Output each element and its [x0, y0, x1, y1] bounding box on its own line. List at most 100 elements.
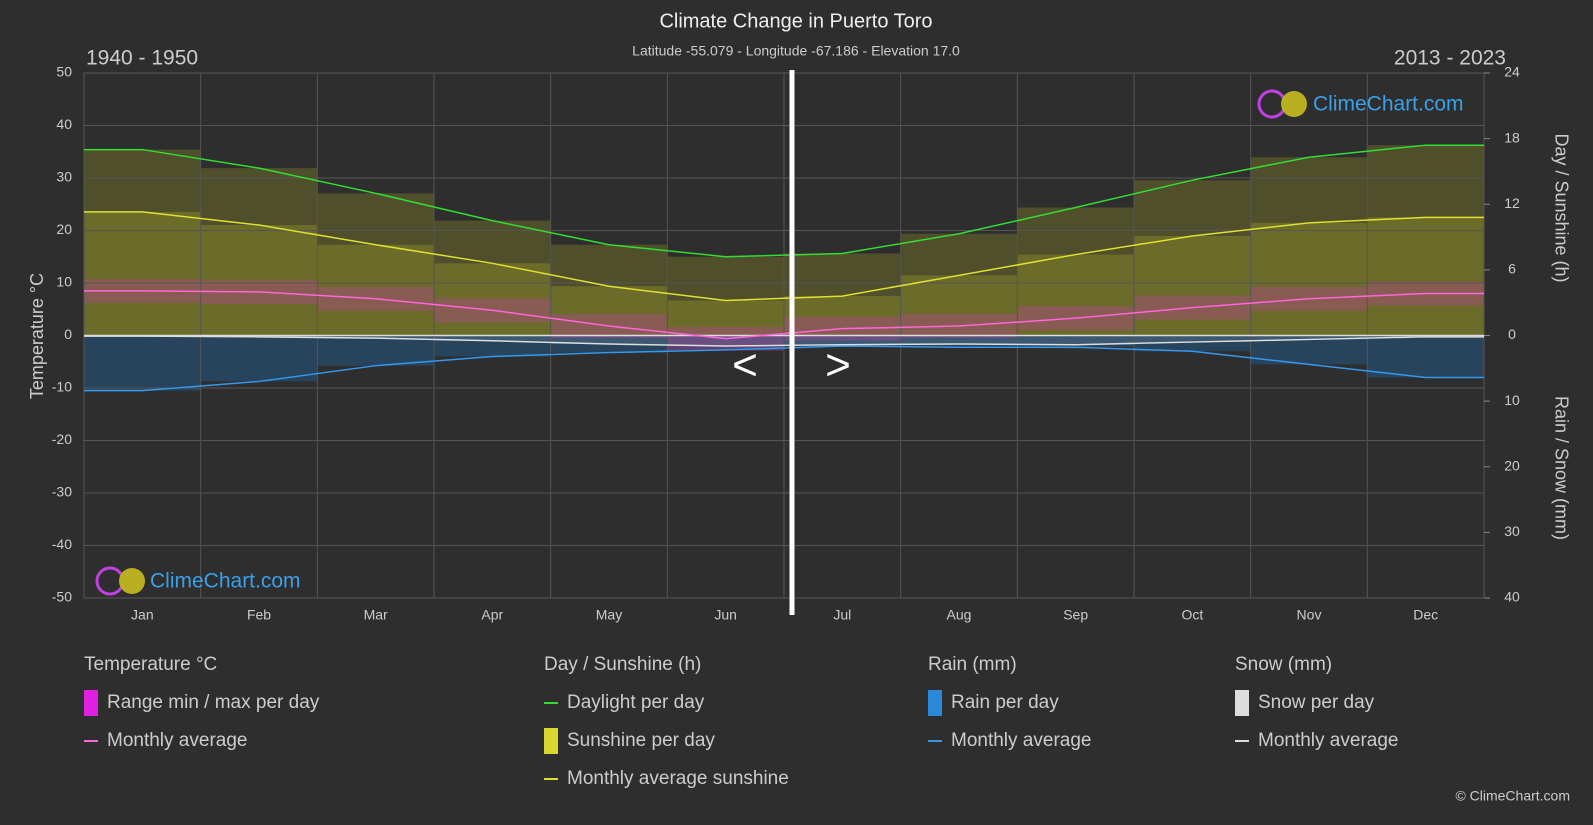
y3-tick-label: 30 — [1504, 523, 1520, 539]
logo-icon — [119, 568, 145, 594]
legend: Temperature °C Range min / max per day Mon… — [84, 654, 1398, 789]
x-tick-label: Sep — [1063, 607, 1088, 623]
logo-icon — [1281, 91, 1307, 117]
legend-entry: Rain per day — [951, 692, 1059, 713]
legend-title: Temperature °C — [84, 654, 217, 675]
daylight-bar — [84, 149, 201, 336]
legend-entry: Monthly average — [951, 730, 1091, 751]
monthly-line — [84, 290, 1484, 340]
legend-swatch — [84, 690, 98, 716]
rain-bar — [317, 335, 434, 366]
x-tick-label: Mar — [364, 607, 388, 623]
daylight-bar — [784, 253, 901, 336]
period-right: 2013 - 2023 — [1394, 47, 1506, 70]
x-tick-label: Aug — [947, 607, 972, 623]
period-left: 1940 - 1950 — [86, 47, 198, 70]
y-tick-label: 10 — [56, 274, 72, 290]
nav-next[interactable]: > — [825, 341, 851, 390]
nav-prev[interactable]: < — [732, 341, 758, 390]
legend-entry: Monthly average — [107, 730, 247, 751]
y3-tick-label: 20 — [1504, 457, 1520, 473]
legend-entry: Monthly average — [1258, 730, 1398, 751]
legend-swatch — [544, 728, 558, 754]
y3-tick-label: 10 — [1504, 392, 1520, 408]
legend-title: Snow (mm) — [1235, 654, 1332, 675]
rain-bar — [1134, 335, 1251, 352]
logo-text: ClimeChart.com — [1313, 93, 1464, 116]
rain-bar — [1367, 335, 1484, 378]
logo-bottom: ClimeChart.com — [95, 566, 301, 596]
y2-tick-label: 18 — [1504, 129, 1520, 145]
sunshine-bar — [434, 263, 551, 336]
y-tick-label: -30 — [52, 484, 72, 500]
daylight-bar — [317, 193, 434, 336]
x-tick-label: Oct — [1181, 607, 1203, 623]
rain-bar — [784, 335, 901, 346]
rain-bar — [900, 335, 1018, 348]
daylight-bar — [200, 168, 318, 336]
monthly-line — [84, 345, 1484, 392]
sunshine-bar — [667, 300, 784, 336]
daylight-bar — [1134, 180, 1251, 336]
x-tick-label: Dec — [1413, 607, 1438, 623]
y-tick-label: -40 — [52, 536, 72, 552]
sunshine-bar — [1250, 222, 1368, 336]
sunshine-bar — [317, 244, 434, 336]
y2-tick-label: 6 — [1508, 261, 1516, 277]
y-axis-title: Temperature °C — [27, 273, 47, 399]
subtitle: Latitude -55.079 - Longitude -67.186 - E… — [632, 43, 960, 59]
y-tick-label: 30 — [56, 169, 72, 185]
legend-title: Day / Sunshine (h) — [544, 654, 701, 675]
legend-entry: Daylight per day — [567, 692, 705, 713]
sunshine-bar — [200, 225, 318, 336]
daylight-bar — [434, 220, 551, 336]
legend-entry: Sunshine per day — [567, 730, 715, 751]
logo-text: ClimeChart.com — [150, 570, 301, 593]
x-tick-label: May — [596, 607, 622, 623]
y2-tick-label: 0 — [1508, 326, 1516, 342]
monthly-line — [84, 144, 1484, 258]
x-tick-label: Jul — [833, 607, 851, 623]
rain-bar — [434, 335, 551, 357]
y-tick-label: -20 — [52, 431, 72, 447]
y-tick-label: -50 — [52, 589, 72, 605]
sunshine-bar — [550, 286, 668, 336]
monthly-line — [84, 211, 1484, 302]
x-tick-label: Jun — [714, 607, 737, 623]
y-tick-label: 40 — [56, 116, 72, 132]
y-tick-label: 20 — [56, 221, 72, 237]
copyright: © ClimeChart.com — [1455, 788, 1570, 804]
legend-entry: Monthly average sunshine — [567, 768, 789, 789]
logo-top: ClimeChart.com — [1257, 89, 1464, 119]
rain-bar — [1017, 335, 1134, 348]
daylight-bar — [1250, 157, 1368, 336]
y-tick-label: -10 — [52, 379, 72, 395]
plot: -50 -40 -30 -20 -10 0 10 20 30 40 50 0 6 12 18 24 10 20 30… — [52, 64, 1520, 623]
y3-tick-label: 40 — [1504, 589, 1520, 605]
legend-entry: Range min / max per day — [107, 692, 320, 713]
x-tick-label: Nov — [1297, 607, 1322, 623]
y-tick-label: 0 — [64, 326, 72, 342]
daylight-bar — [1367, 145, 1484, 336]
legend-title: Rain (mm) — [928, 654, 1017, 675]
legend-swatch — [928, 690, 942, 716]
legend-swatch — [1235, 690, 1249, 716]
sunshine-bar — [1367, 217, 1484, 336]
sunshine-bar — [84, 211, 201, 336]
y2-tick-label: 24 — [1504, 64, 1520, 80]
x-tick-label: Apr — [481, 607, 503, 623]
x-tick-label: Feb — [247, 607, 271, 623]
chart-title: Climate Change in Puerto Toro — [659, 10, 932, 32]
daylight-bar — [900, 233, 1018, 336]
x-tick-label: Jan — [131, 607, 154, 623]
legend-entry: Snow per day — [1258, 692, 1375, 713]
y2-tick-label: 12 — [1504, 195, 1520, 211]
y-tick-label: 50 — [56, 64, 72, 80]
sunshine-bar — [1134, 235, 1251, 336]
y2-axis-title: Day / Sunshine (h) — [1551, 133, 1571, 282]
y3-axis-title: Rain / Snow (mm) — [1551, 396, 1571, 540]
rain-bar — [200, 335, 318, 382]
monthly-line — [84, 335, 1484, 347]
